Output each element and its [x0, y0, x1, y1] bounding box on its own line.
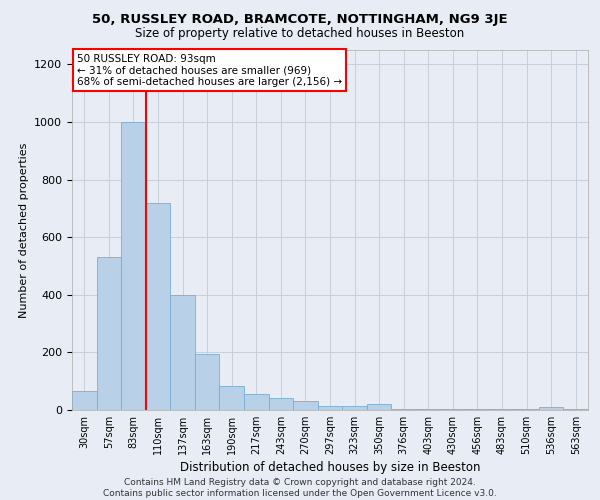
Bar — [121, 122, 146, 410]
X-axis label: Distribution of detached houses by size in Beeston: Distribution of detached houses by size … — [180, 461, 480, 474]
Text: Size of property relative to detached houses in Beeston: Size of property relative to detached ho… — [136, 28, 464, 40]
Bar — [244, 394, 269, 410]
Text: 50, RUSSLEY ROAD, BRAMCOTE, NOTTINGHAM, NG9 3JE: 50, RUSSLEY ROAD, BRAMCOTE, NOTTINGHAM, … — [92, 12, 508, 26]
Bar — [514, 408, 539, 410]
Bar — [391, 408, 416, 410]
Bar — [318, 406, 342, 410]
Bar — [195, 354, 220, 410]
Bar — [416, 408, 440, 410]
Bar — [269, 398, 293, 410]
Bar — [72, 392, 97, 410]
Bar — [97, 258, 121, 410]
Bar — [220, 386, 244, 410]
Bar — [146, 202, 170, 410]
Bar — [367, 404, 391, 410]
Y-axis label: Number of detached properties: Number of detached properties — [19, 142, 29, 318]
Bar — [342, 406, 367, 410]
Text: 50 RUSSLEY ROAD: 93sqm
← 31% of detached houses are smaller (969)
68% of semi-de: 50 RUSSLEY ROAD: 93sqm ← 31% of detached… — [77, 54, 342, 87]
Bar — [490, 408, 514, 410]
Text: Contains HM Land Registry data © Crown copyright and database right 2024.
Contai: Contains HM Land Registry data © Crown c… — [103, 478, 497, 498]
Bar — [440, 408, 465, 410]
Bar — [539, 407, 563, 410]
Bar — [293, 402, 318, 410]
Bar — [563, 408, 588, 410]
Bar — [465, 408, 490, 410]
Bar — [170, 295, 195, 410]
